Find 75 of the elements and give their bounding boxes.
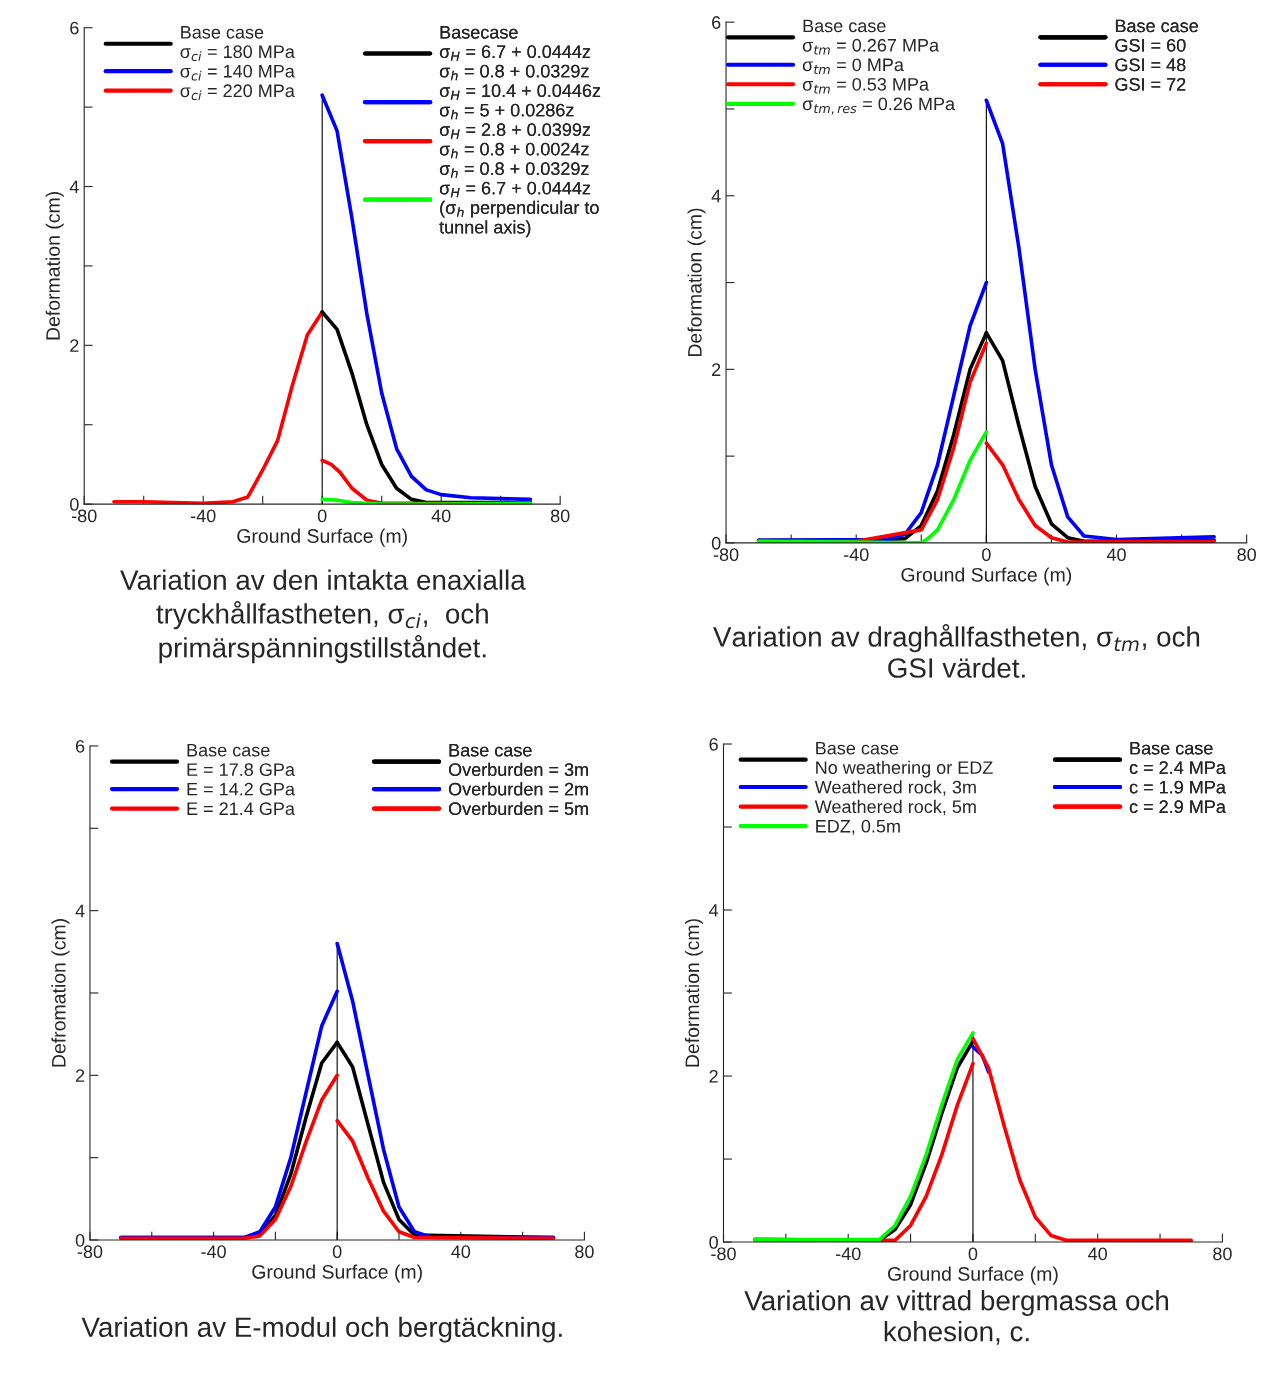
y-axis-title: Deformation (cm): [45, 192, 64, 340]
y-tick-label: 0: [75, 1233, 85, 1247]
x-tick-label: -40: [190, 509, 216, 523]
legend-label: EDZ, 0.5m: [816, 819, 900, 835]
text: Variation av draghållfastheten, σ$_{tm}$, och GSI värdet.: [713, 624, 1200, 678]
line-series: [112, 310, 324, 505]
x-tick-label: 0: [332, 1245, 342, 1259]
y-tick-label: 0: [711, 536, 721, 550]
x-tick-label: 40: [451, 1245, 471, 1259]
line-series: [119, 1073, 339, 1240]
x-axis-title: Ground Surface (m): [888, 1266, 1058, 1285]
legend-label: E = 14.2 GPa: [187, 782, 295, 796]
x-tick-label: -40: [843, 548, 869, 562]
x-axis-title: Ground Surface (m): [237, 528, 407, 547]
y-tick-label: 2: [712, 363, 721, 376]
x-tick-label: -40: [835, 1247, 861, 1261]
x-tick-label: -80: [77, 1245, 103, 1259]
y-tick-label: 2: [75, 1069, 85, 1082]
x-axis-title: Ground Surface (m): [901, 567, 1072, 586]
legend-label: σ$_{ci}$ = 140 MPa: [180, 64, 295, 81]
x-tick-label: 40: [431, 509, 451, 523]
line-series: [971, 1036, 1194, 1243]
legend-label: σ$_{tm}$ = 0.53 MPa: [802, 77, 930, 94]
legend-label: c = 2.9 MPa: [1129, 800, 1226, 814]
legend-label: Base case Overburden = 3m: [448, 743, 588, 777]
legend-label: σ$_{tm,res}$ = 0.26 MPa: [802, 97, 956, 115]
line-series: [756, 430, 989, 543]
x-tick-label: 80: [575, 1245, 594, 1259]
y-tick-label: 6: [75, 739, 85, 753]
y-tick-label: 4: [709, 904, 719, 917]
y-tick-label: 4: [711, 189, 721, 203]
x-axis-title: Ground Surface (m): [252, 1264, 422, 1283]
y-tick-label: 0: [709, 1236, 718, 1249]
y-axis-title: Deformation (cm): [684, 919, 704, 1067]
x-tick-label: 40: [1088, 1247, 1108, 1261]
x-tick-label: 0: [982, 548, 991, 562]
y-tick-label: 4: [69, 180, 79, 194]
legend-label: Weathered rock, 5m: [814, 799, 976, 816]
y-axis-title: Deformation (cm): [687, 208, 706, 357]
y-tick-label: 6: [709, 737, 718, 751]
y-tick-label: 4: [75, 904, 85, 918]
x-tick-label: 40: [1106, 548, 1126, 562]
text: Variation av E-modul och bergtäckning.: [81, 1316, 562, 1343]
line-series: [335, 1118, 556, 1240]
y-tick-label: 6: [712, 16, 721, 29]
legend-label: Base case GSI = 60: [1115, 19, 1198, 52]
legend-label: σ$_{tm}$ = 0 MPa: [802, 58, 904, 74]
legend-label: Overburden = 2m: [448, 782, 588, 796]
legend-label: σ$_{ci}$ = 220 MPa: [180, 84, 295, 101]
x-tick-label: -80: [711, 1247, 736, 1261]
legend-label: Base case No weathering or EDZ: [816, 741, 993, 778]
y-axis-title: Defromation (cm): [51, 919, 70, 1067]
legend-label: Overburden = 5m: [448, 801, 588, 816]
x-tick-label: -40: [201, 1245, 226, 1259]
legend-label: c = 1.9 MPa: [1129, 780, 1226, 794]
text: Variation av vittrad bergmassa och kohesion, c.: [744, 1290, 1169, 1345]
legend-label: GSI = 72: [1115, 77, 1186, 91]
x-tick-label: 80: [1237, 548, 1256, 562]
x-tick-label: 0: [968, 1247, 978, 1261]
x-tick-label: 80: [550, 509, 570, 523]
y-tick-label: 2: [70, 339, 79, 352]
text: Variation av den intakta enaxialla tryckhållfastheten, σ$_{ci}$, och primärspänningstillståndet.: [120, 569, 526, 664]
y-tick-label: 0: [70, 498, 79, 511]
line-series: [984, 441, 1216, 543]
legend-label: Weathered rock, 3m: [814, 780, 976, 796]
x-tick-label: 0: [317, 509, 327, 523]
legend-label: GSI = 48: [1115, 58, 1186, 72]
legend-label: Base case E = 17.8 GPa: [187, 743, 295, 777]
text: σ$_{h}$ = 0.8 + 0.0329z σ$_{H}$ = 6.7 + 0.0444z (σ$_{h}$ perpendicular to tunnel axis): [439, 162, 599, 238]
y-tick-label: 2: [709, 1069, 718, 1083]
y-tick-label: 6: [70, 21, 79, 35]
x-tick-label: -80: [71, 509, 97, 523]
x-tick-label: 80: [1213, 1247, 1232, 1261]
x-tick-label: -80: [713, 548, 739, 562]
legend-label: E = 21.4 GPa: [187, 802, 295, 816]
